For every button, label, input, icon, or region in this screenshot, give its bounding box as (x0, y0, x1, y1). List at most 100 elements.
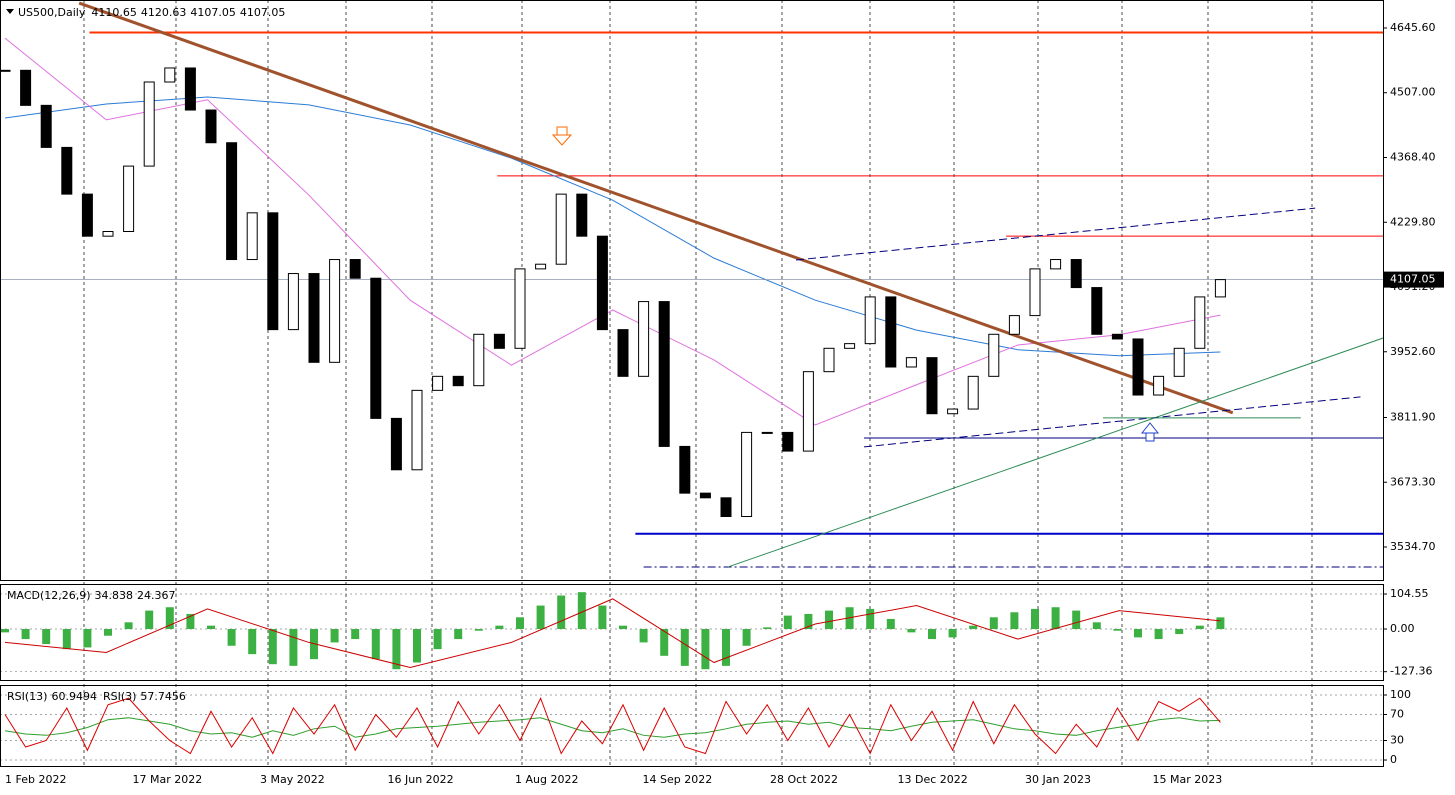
histogram-bar (907, 629, 916, 633)
panel-border (0, 0, 1384, 581)
candle (432, 375, 444, 391)
signal-value: 24.367 (137, 589, 176, 602)
histogram-bar (680, 629, 689, 666)
candle (184, 67, 196, 111)
histogram-bar (62, 629, 71, 650)
candle (1173, 347, 1185, 377)
x-tick-label: 17 Mar 2022 (133, 773, 203, 786)
histogram-bar (577, 592, 586, 630)
x-tick-label: 13 Dec 2022 (898, 773, 968, 786)
macd-value: 34.838 (95, 589, 134, 602)
candle (638, 301, 650, 377)
histogram-bar (433, 629, 442, 650)
candle (329, 259, 341, 363)
candle (617, 329, 629, 377)
candle (947, 408, 959, 415)
y-tick-label: 3811.90 (1390, 411, 1436, 424)
histogram-bar (804, 613, 813, 630)
histogram-bar (1113, 629, 1122, 631)
candle (493, 333, 505, 349)
histogram-bar (1051, 607, 1060, 630)
rsi-label: RSI(13) (7, 690, 47, 703)
candle (658, 301, 670, 447)
candle (1132, 338, 1144, 396)
histogram-bar (42, 629, 51, 645)
candle (205, 109, 217, 144)
histogram-bar (886, 618, 895, 630)
histogram-bar (557, 595, 566, 630)
histogram-bar (516, 617, 524, 630)
open: 4110.65 (91, 6, 137, 19)
histogram-bar (1, 629, 9, 633)
up-arrow (1140, 422, 1160, 442)
price-tag-label: 4107.05 (1390, 273, 1436, 286)
candle (555, 193, 567, 265)
candle (0, 69, 11, 72)
trend-line (727, 337, 1383, 568)
candle (885, 296, 897, 368)
rsi-value: 57.7456 (140, 690, 186, 703)
signal-line (4, 598, 1221, 669)
candle (1194, 296, 1206, 349)
histogram-bar (104, 629, 112, 636)
candle (308, 273, 320, 363)
candle (1111, 333, 1123, 340)
candle (123, 165, 135, 233)
histogram-bar (454, 629, 463, 640)
y-tick-label: 100 (1390, 688, 1411, 701)
histogram-bar (165, 607, 174, 630)
trend-line (795, 207, 1316, 261)
candle (267, 212, 279, 331)
x-tick-label: 1 Aug 2022 (515, 773, 578, 786)
candle (1091, 287, 1103, 335)
price-tag (1384, 271, 1444, 288)
y-tick-label: 4507.00 (1390, 86, 1436, 99)
histogram-bar (866, 608, 875, 630)
macd-label: MACD(12,26,9) (7, 589, 91, 602)
moving-average (4, 96, 1221, 357)
histogram-bar (1154, 629, 1163, 640)
y-tick-label: 0 (1390, 753, 1397, 766)
candle (452, 375, 464, 387)
candle (349, 259, 361, 279)
candle (287, 273, 299, 331)
x-tick-label: 30 Jan 2023 (1025, 773, 1091, 786)
trend-line (863, 396, 1361, 448)
histogram-bar (1010, 612, 1019, 630)
candle (370, 277, 382, 419)
candle (823, 347, 835, 373)
x-tick-label: 15 Mar 2023 (1153, 773, 1223, 786)
candle (1070, 259, 1082, 289)
histogram-bar (413, 629, 421, 663)
x-tick-label: 14 Sep 2022 (643, 773, 713, 786)
candle (102, 231, 114, 237)
x-tick-label: 1 Feb 2022 (5, 773, 66, 786)
menu-icon[interactable] (6, 9, 14, 14)
candle (720, 497, 732, 518)
histogram-bar (948, 629, 957, 638)
rsi-line (4, 696, 1221, 755)
histogram-bar (207, 625, 215, 630)
histogram-bar (83, 629, 92, 648)
panel-border (0, 584, 1384, 681)
candle (761, 431, 773, 434)
candle (988, 333, 1000, 377)
rsi-header: RSI(13) 60.9494 RSI(3) 57.7456 (7, 690, 186, 703)
histogram-bar (186, 613, 195, 630)
candle (844, 343, 856, 349)
candle (1153, 375, 1165, 396)
histogram-bar (536, 605, 545, 630)
macd-header: MACD(12,26,9) 34.838 24.367 (7, 589, 176, 602)
candle (741, 431, 753, 518)
candle (1214, 279, 1226, 298)
candle (802, 371, 814, 452)
candle (576, 193, 588, 237)
candle (535, 263, 547, 270)
panel-border (0, 685, 1384, 767)
histogram-bar (989, 617, 998, 630)
histogram-bar (248, 629, 257, 655)
candle (864, 296, 876, 345)
candle (246, 212, 258, 261)
candle (81, 193, 93, 237)
